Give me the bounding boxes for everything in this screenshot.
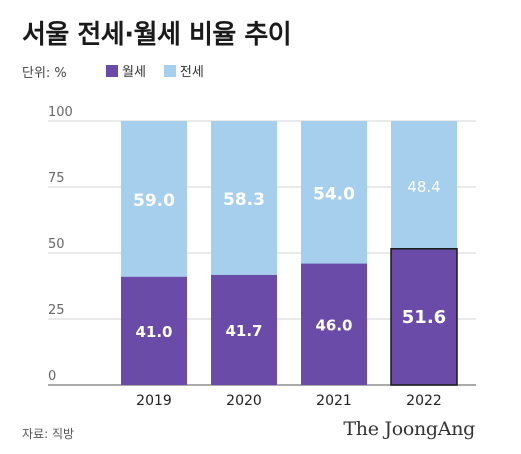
bar-jeonse-2019 (121, 121, 187, 277)
y-tick-label: 75 (48, 171, 65, 186)
data-label-jeonse: 59.0 (133, 191, 175, 211)
legend-swatch-jeonse (163, 64, 176, 77)
unit-label: 단위: % (22, 66, 67, 81)
data-label-monthly: 41.7 (225, 322, 262, 340)
data-label-monthly: 51.6 (402, 307, 446, 328)
data-label-monthly: 46.0 (315, 316, 352, 334)
bar-monthly-2022 (390, 248, 458, 386)
y-tick-label: 0 (48, 369, 56, 384)
x-tick-label: 2021 (316, 393, 352, 409)
legend-swatch-monthly (106, 64, 118, 77)
data-label-jeonse: 54.0 (313, 184, 355, 204)
x-tick-label: 2020 (226, 393, 262, 409)
legend-label-monthly: 월세 (122, 65, 146, 80)
chart-title: 서울 전세·월세 비율 추이 (22, 20, 292, 50)
bar-monthly-2021 (301, 263, 367, 385)
x-tick-label: 2022 (406, 393, 442, 409)
y-tick-label: 25 (48, 303, 65, 318)
legend: 월세 전세 (106, 61, 214, 80)
legend-item-jeonse: 전세 (163, 61, 204, 80)
legend-label-jeonse: 전세 (179, 65, 204, 80)
legend-item-monthly: 월세 (106, 61, 146, 80)
bar-jeonse-2020 (211, 121, 277, 275)
data-label-monthly: 41.0 (135, 323, 172, 341)
data-label-jeonse: 48.4 (407, 178, 440, 196)
y-tick-label: 50 (48, 237, 65, 252)
data-label-jeonse: 58.3 (223, 190, 265, 210)
bar-jeonse-2021 (301, 121, 367, 264)
y-tick-label: 100 (48, 105, 73, 120)
x-tick-label: 2019 (136, 393, 172, 409)
source-note: 자료: 직방 (22, 427, 75, 441)
publisher-logo: The JoongAng (343, 418, 475, 440)
bar-monthly-2020 (211, 274, 277, 385)
bar-monthly-2019 (121, 276, 187, 385)
bar-jeonse-2022 (391, 121, 457, 249)
